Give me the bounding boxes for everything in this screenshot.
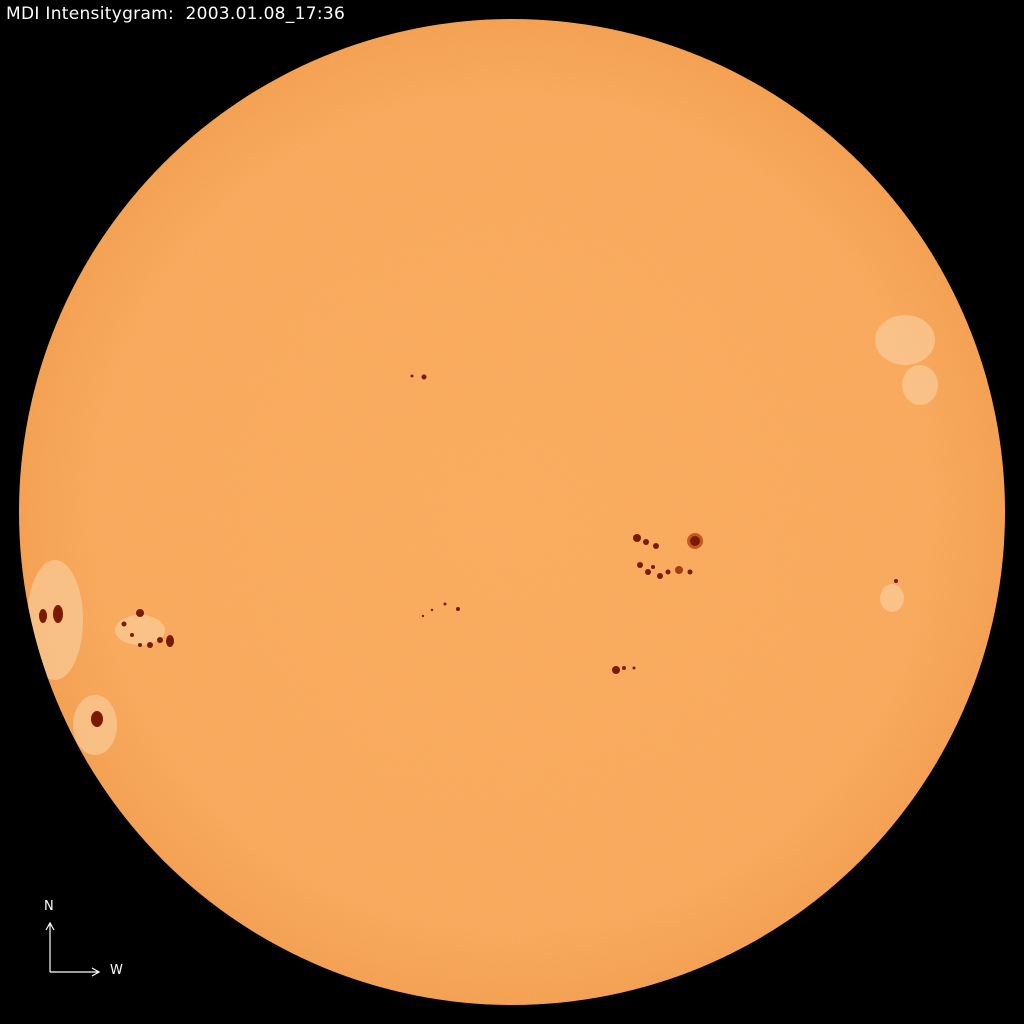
- sunspot-group-right: [633, 533, 703, 579]
- sunspots: [39, 374, 898, 727]
- compass: [45, 921, 101, 977]
- image-title: MDI Intensitygram: 2003.01.08_17:36: [6, 4, 346, 24]
- north-label: N: [44, 899, 54, 914]
- sunspot-group-left: [39, 605, 174, 727]
- granulation-texture: [19, 19, 1005, 1005]
- west-label: W: [110, 963, 123, 978]
- sunspot-small: [410, 374, 898, 674]
